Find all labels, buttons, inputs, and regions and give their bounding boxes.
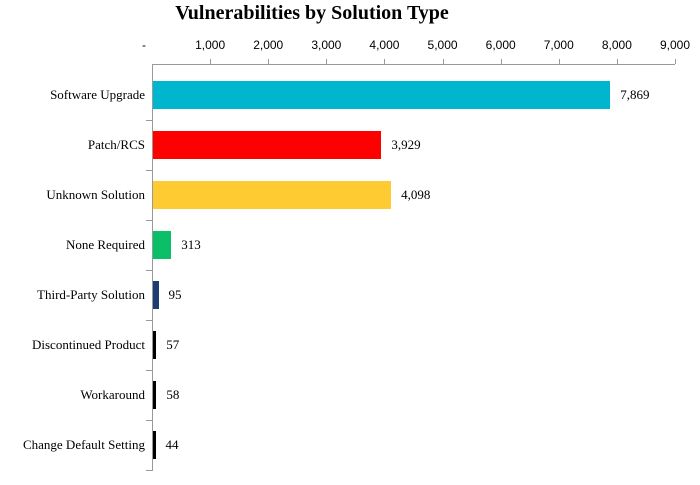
x-tick-mark [326,59,328,64]
x-axis-line [152,64,675,65]
bar-software-upgrade [153,81,611,109]
x-tick-mark [675,59,676,64]
category-label: Software Upgrade [50,87,145,102]
y-axis-line [152,64,153,471]
value-label: 7,869 [620,87,650,102]
category-label: Workaround [80,387,145,402]
x-tick-label: 6,000 [485,38,516,52]
x-tick-label: 9,000 [659,38,691,52]
x-tick-label: 5,000 [427,38,458,52]
y-tick-mark [146,370,153,371]
x-tick-label: 8,000 [601,38,632,52]
y-tick-mark [146,270,153,271]
y-tick-mark [146,170,153,171]
bar-none-required [153,231,172,259]
y-tick-mark [146,120,153,121]
category-label: None Required [65,237,145,252]
bar-patch-rcs [153,131,382,159]
x-tick-mark [558,59,560,64]
bar-third-party-solution [153,281,159,309]
y-tick-mark [146,320,153,321]
category-label: Patch/RCS [87,137,145,152]
x-tick-label: 3,000 [311,38,342,52]
bar-change-default-setting [153,431,156,459]
value-label: 44 [165,437,179,452]
value-label: 58 [166,387,180,402]
x-tick-mark [616,59,618,64]
y-tick-mark [146,420,153,421]
x-tick-mark [500,59,502,64]
bar-workaround [153,381,157,409]
bar-discontinued-product [153,331,157,359]
value-label: 57 [166,337,180,352]
x-tick-label: 4,000 [369,38,400,52]
x-tick-label: 1,000 [195,38,226,52]
category-label: Discontinued Product [31,337,145,352]
bar-unknown-solution [153,181,392,209]
value-label: 4,098 [401,187,431,202]
value-label: 313 [181,237,201,252]
x-tick-mark [268,59,270,64]
value-label: 3,929 [391,137,421,152]
x-tick-mark [384,59,386,64]
chart-title: Vulnerabilities by Solution Type [175,2,449,24]
y-tick-mark [146,220,153,221]
x-tick-mark [210,59,212,64]
x-tick-label: 2,000 [253,38,284,52]
category-label: Third-Party Solution [37,287,145,302]
value-label: 95 [168,287,182,302]
y-tick-mark [146,470,153,471]
x-tick-label: - [142,38,146,52]
x-tick-label: 7,000 [543,38,574,52]
category-label: Change Default Setting [22,437,145,452]
category-label: Unknown Solution [46,187,145,202]
x-tick-mark [442,59,444,64]
